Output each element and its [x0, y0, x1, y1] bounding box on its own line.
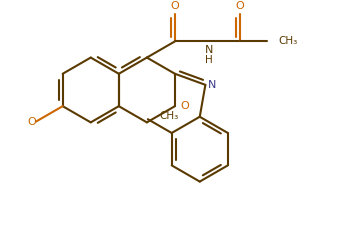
Text: N: N: [205, 45, 213, 55]
Text: O: O: [180, 101, 189, 111]
Text: CH₃: CH₃: [279, 36, 298, 46]
Text: N: N: [208, 80, 216, 90]
Text: H: H: [205, 55, 213, 65]
Text: CH₃: CH₃: [159, 111, 178, 121]
Text: O: O: [27, 117, 36, 127]
Text: O: O: [170, 1, 179, 11]
Text: O: O: [235, 1, 244, 11]
